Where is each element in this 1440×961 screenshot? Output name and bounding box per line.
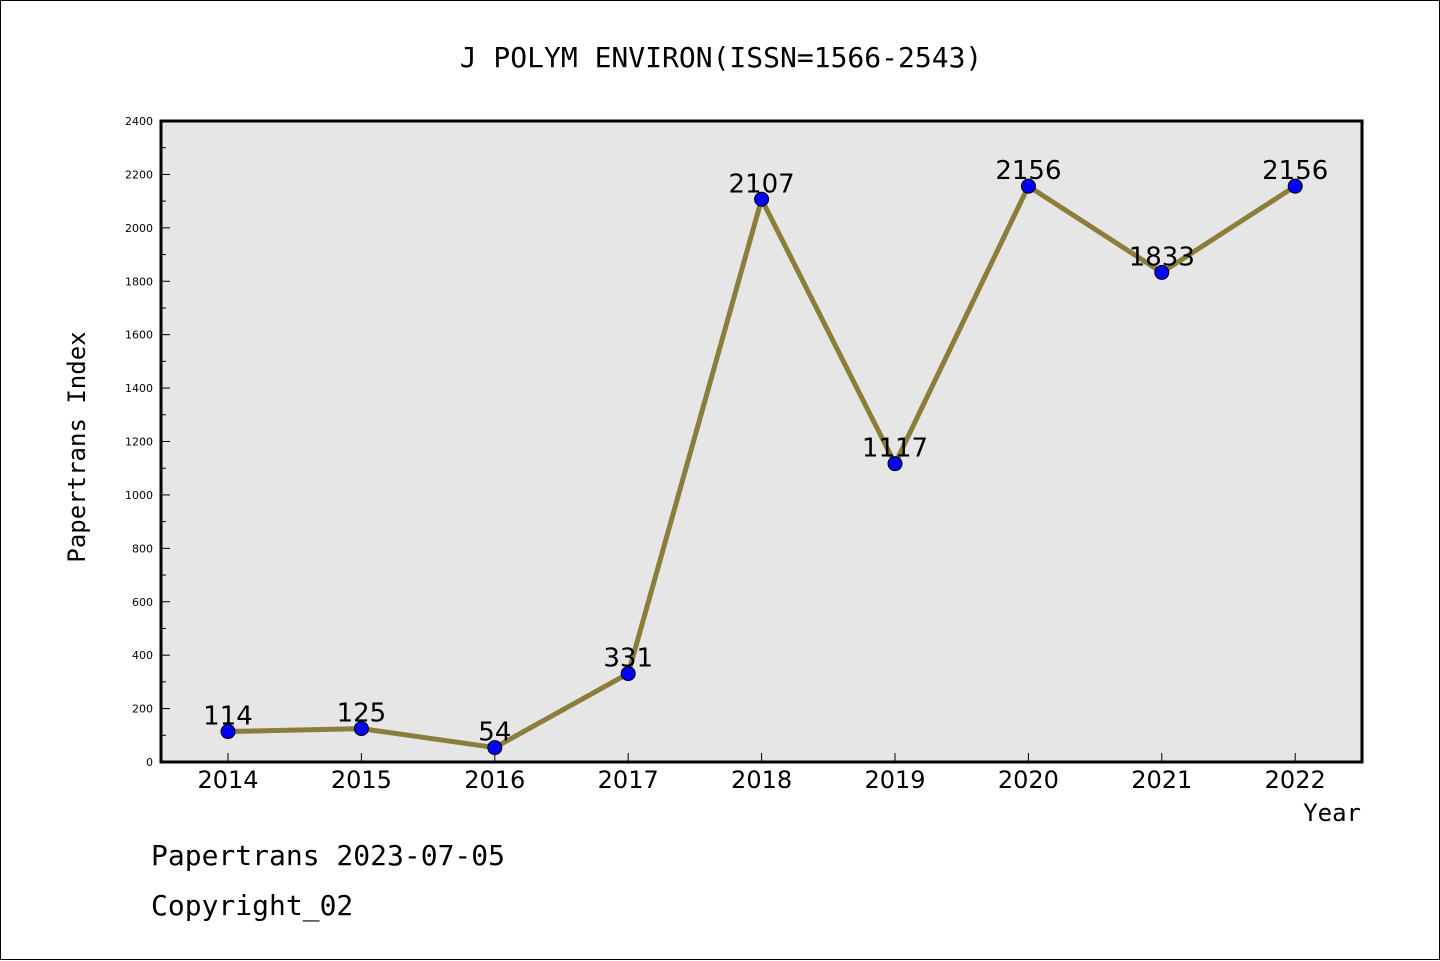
x-tick-label: 2019	[864, 766, 925, 794]
data-markers	[220, 178, 1303, 756]
y-axis-ticks: 0 200 400 600 800 1000 1200 1400 1600 1800 2000 220…	[125, 115, 170, 769]
data-label: 2156	[995, 156, 1061, 186]
footer-copyright: Copyright_02	[151, 889, 353, 923]
y-tick-label: 2200	[125, 168, 153, 181]
data-label: 125	[337, 699, 387, 729]
data-point	[887, 456, 903, 472]
data-point	[754, 191, 770, 207]
x-tick-label: 2020	[998, 766, 1059, 794]
x-axis-label: Year	[1303, 799, 1361, 827]
x-tick-label: 2017	[598, 766, 659, 794]
x-tick-label: 2018	[731, 766, 792, 794]
data-label: 1833	[1129, 242, 1195, 272]
footer-date: Papertrans 2023-07-05	[151, 839, 505, 872]
data-point	[1287, 178, 1303, 194]
data-label: 2156	[1262, 156, 1328, 186]
data-point	[1020, 178, 1036, 194]
y-tick-label: 400	[132, 649, 153, 662]
y-tick-label: 800	[132, 542, 153, 555]
data-label: 2107	[729, 169, 795, 199]
y-tick-label: 2400	[125, 115, 153, 128]
plot-area	[161, 121, 1362, 762]
x-tick-label: 2015	[331, 766, 392, 794]
y-tick-label: 1000	[125, 489, 153, 502]
y-tick-label: 1800	[125, 275, 153, 288]
data-label: 1117	[862, 434, 928, 464]
data-labels: 114 125 54 331 2107 1117 2156 1833 2156	[203, 156, 1328, 747]
data-point	[620, 666, 636, 682]
x-tick-label: 2021	[1131, 766, 1192, 794]
data-point	[220, 724, 236, 740]
chart-title: J POLYM ENVIRON(ISSN=1566-2543)	[460, 41, 983, 74]
data-point	[353, 721, 369, 737]
y-axis-label: Papertrans Index	[63, 331, 91, 562]
x-tick-label: 2016	[464, 766, 525, 794]
y-tick-label: 0	[146, 756, 153, 769]
data-label: 114	[203, 702, 253, 732]
y-tick-label: 1200	[125, 436, 153, 449]
y-tick-label: 1400	[125, 382, 153, 395]
y-tick-label: 600	[132, 596, 153, 609]
y-tick-label: 2000	[125, 222, 153, 235]
plot-border	[159, 119, 1364, 764]
y-tick-label: 1600	[125, 329, 153, 342]
y-tick-label: 200	[132, 703, 153, 716]
data-point	[487, 740, 503, 756]
x-tick-label: 2014	[197, 766, 258, 794]
data-label: 331	[603, 644, 653, 674]
data-point	[1154, 264, 1170, 280]
data-label: 54	[478, 718, 511, 748]
x-axis-ticks: 2014 2015 2016 2017 2018 2019 2020 2021 2022	[197, 753, 1326, 794]
x-tick-label: 2022	[1265, 766, 1326, 794]
